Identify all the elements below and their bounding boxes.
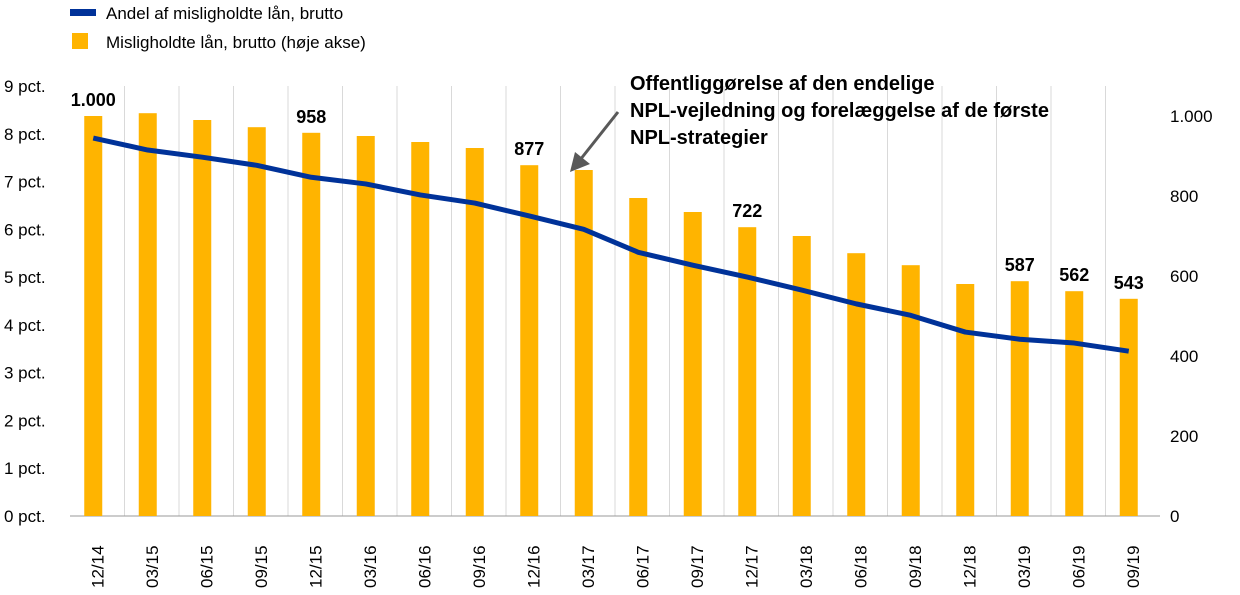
x-tick-label: 12/14 [88, 545, 107, 588]
bar [683, 212, 702, 516]
left-tick-label: 4 pct. [4, 316, 46, 335]
bar [574, 170, 593, 516]
x-tick-label: 12/15 [306, 545, 325, 588]
x-tick-label: 03/18 [797, 545, 816, 588]
left-tick-label: 6 pct. [4, 220, 46, 239]
data-label: 958 [296, 107, 326, 127]
x-tick-label: 09/19 [1124, 545, 1143, 588]
right-tick-label: 1.000 [1170, 107, 1213, 126]
annotation-text: NPL-strategier [630, 127, 768, 149]
x-tick-label: 09/17 [688, 545, 707, 588]
bar [956, 284, 975, 516]
bar [247, 127, 266, 516]
bar [138, 113, 157, 516]
x-tick-label: 03/19 [1015, 545, 1034, 588]
legend-bar-icon [72, 33, 88, 49]
x-tick-label: 12/17 [742, 545, 761, 588]
annotation-arrow [578, 111, 620, 161]
bar [465, 148, 484, 516]
data-label: 722 [732, 201, 762, 221]
bar [738, 227, 757, 516]
x-tick-label: 06/17 [633, 545, 652, 588]
left-tick-label: 8 pct. [4, 125, 46, 144]
bar [847, 253, 866, 516]
right-tick-label: 400 [1170, 347, 1198, 366]
left-tick-label: 1 pct. [4, 459, 46, 478]
right-tick-label: 200 [1170, 427, 1198, 446]
bar [1065, 291, 1084, 516]
data-label: 587 [1005, 255, 1035, 275]
data-label: 543 [1114, 273, 1144, 293]
x-tick-label: 09/15 [252, 545, 271, 588]
x-tick-label: 09/18 [906, 545, 925, 588]
bar [356, 136, 375, 516]
x-tick-label: 12/18 [960, 545, 979, 588]
bar [520, 165, 539, 516]
annotation-text: Offentliggørelse af den endelige [630, 73, 935, 95]
bar [411, 142, 430, 516]
bar [302, 132, 321, 517]
left-tick-label: 5 pct. [4, 268, 46, 287]
x-tick-label: 03/15 [143, 545, 162, 588]
left-tick-label: 0 pct. [4, 507, 46, 526]
data-label: 877 [514, 139, 544, 159]
data-label: 562 [1059, 265, 1089, 285]
right-tick-label: 800 [1170, 187, 1198, 206]
bar [1119, 298, 1138, 516]
x-tick-label: 09/16 [470, 545, 489, 588]
bar [629, 198, 648, 516]
legend-label: Misligholdte lån, brutto (høje akse) [106, 33, 366, 52]
left-tick-label: 3 pct. [4, 364, 46, 383]
annotation-text: NPL-vejledning og forelæggelse af de før… [630, 100, 1049, 122]
left-tick-label: 7 pct. [4, 173, 46, 192]
legend-line-icon [70, 9, 96, 16]
right-tick-label: 0 [1170, 507, 1179, 526]
bar [1010, 281, 1029, 516]
x-tick-label: 06/16 [415, 545, 434, 588]
bar [901, 265, 920, 516]
x-tick-label: 03/16 [361, 545, 380, 588]
x-tick-label: 06/19 [1069, 545, 1088, 588]
x-tick-label: 03/17 [579, 545, 598, 588]
line-series [92, 135, 1130, 354]
left-tick-label: 2 pct. [4, 411, 46, 430]
left-tick-label: 9 pct. [4, 77, 46, 96]
x-tick-label: 06/18 [851, 545, 870, 588]
bar [84, 116, 103, 516]
arrow-head-icon [570, 152, 590, 172]
data-label: 1.000 [71, 90, 116, 110]
x-tick-label: 12/16 [524, 545, 543, 588]
x-tick-label: 06/15 [197, 545, 216, 588]
right-tick-label: 600 [1170, 267, 1198, 286]
legend-label: Andel af misligholdte lån, brutto [106, 4, 343, 23]
bar [193, 120, 212, 516]
bar [792, 236, 811, 516]
